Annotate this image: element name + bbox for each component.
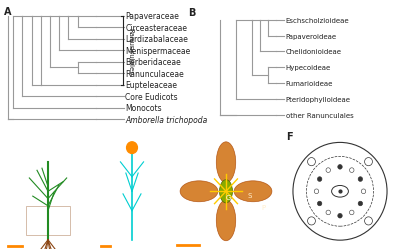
- Text: Ranunculales: Ranunculales: [127, 27, 133, 74]
- Circle shape: [326, 168, 330, 173]
- Circle shape: [364, 217, 372, 225]
- Circle shape: [338, 165, 342, 170]
- Ellipse shape: [220, 180, 232, 203]
- Circle shape: [317, 201, 322, 206]
- Text: Lardizabalaceae: Lardizabalaceae: [126, 35, 188, 44]
- Text: Menispermaceae: Menispermaceae: [126, 46, 191, 55]
- Circle shape: [358, 201, 363, 206]
- Ellipse shape: [216, 142, 236, 183]
- Circle shape: [326, 210, 330, 215]
- Text: Papaveroideae: Papaveroideae: [286, 34, 337, 40]
- Text: other Ranunculales: other Ranunculales: [286, 112, 353, 118]
- Text: Ranunculaceae: Ranunculaceae: [126, 69, 184, 78]
- Text: G: G: [226, 194, 231, 200]
- Text: Berberidaceae: Berberidaceae: [126, 58, 181, 67]
- Circle shape: [338, 213, 342, 218]
- Circle shape: [306, 157, 374, 226]
- Text: S: S: [248, 192, 252, 198]
- Circle shape: [314, 189, 319, 194]
- Text: Eupteleaceae: Eupteleaceae: [126, 81, 178, 90]
- Text: Eschscholzioideae: Eschscholzioideae: [286, 18, 349, 24]
- Circle shape: [293, 143, 387, 240]
- Text: Monocots: Monocots: [126, 104, 162, 113]
- Bar: [26, 206, 70, 235]
- Text: Core Eudicots: Core Eudicots: [126, 92, 178, 101]
- Ellipse shape: [216, 200, 236, 241]
- Circle shape: [126, 142, 138, 154]
- Circle shape: [350, 168, 354, 173]
- Text: F: F: [286, 131, 293, 141]
- Ellipse shape: [332, 186, 348, 197]
- Circle shape: [317, 177, 322, 182]
- Text: Amborella trichopoda: Amborella trichopoda: [126, 115, 208, 124]
- Text: C: C: [4, 131, 11, 140]
- Text: B: B: [188, 8, 195, 18]
- Circle shape: [350, 210, 354, 215]
- Ellipse shape: [180, 181, 218, 202]
- Circle shape: [361, 189, 366, 194]
- Text: Chelidonioideae: Chelidonioideae: [286, 49, 342, 55]
- Text: Circeasteraceae: Circeasteraceae: [126, 23, 188, 33]
- Text: Papaveraceae: Papaveraceae: [126, 12, 179, 21]
- Circle shape: [364, 158, 372, 166]
- Text: D: D: [96, 131, 104, 140]
- Circle shape: [358, 177, 363, 182]
- Text: Hypecoideae: Hypecoideae: [286, 65, 331, 71]
- Ellipse shape: [234, 181, 272, 202]
- Text: P: P: [262, 204, 266, 210]
- Circle shape: [308, 217, 316, 225]
- Text: A: A: [4, 7, 12, 17]
- Circle shape: [308, 158, 316, 166]
- Text: Pteridophylloideae: Pteridophylloideae: [286, 97, 350, 103]
- Text: Fumarioideae: Fumarioideae: [286, 81, 333, 87]
- Text: E: E: [172, 131, 179, 141]
